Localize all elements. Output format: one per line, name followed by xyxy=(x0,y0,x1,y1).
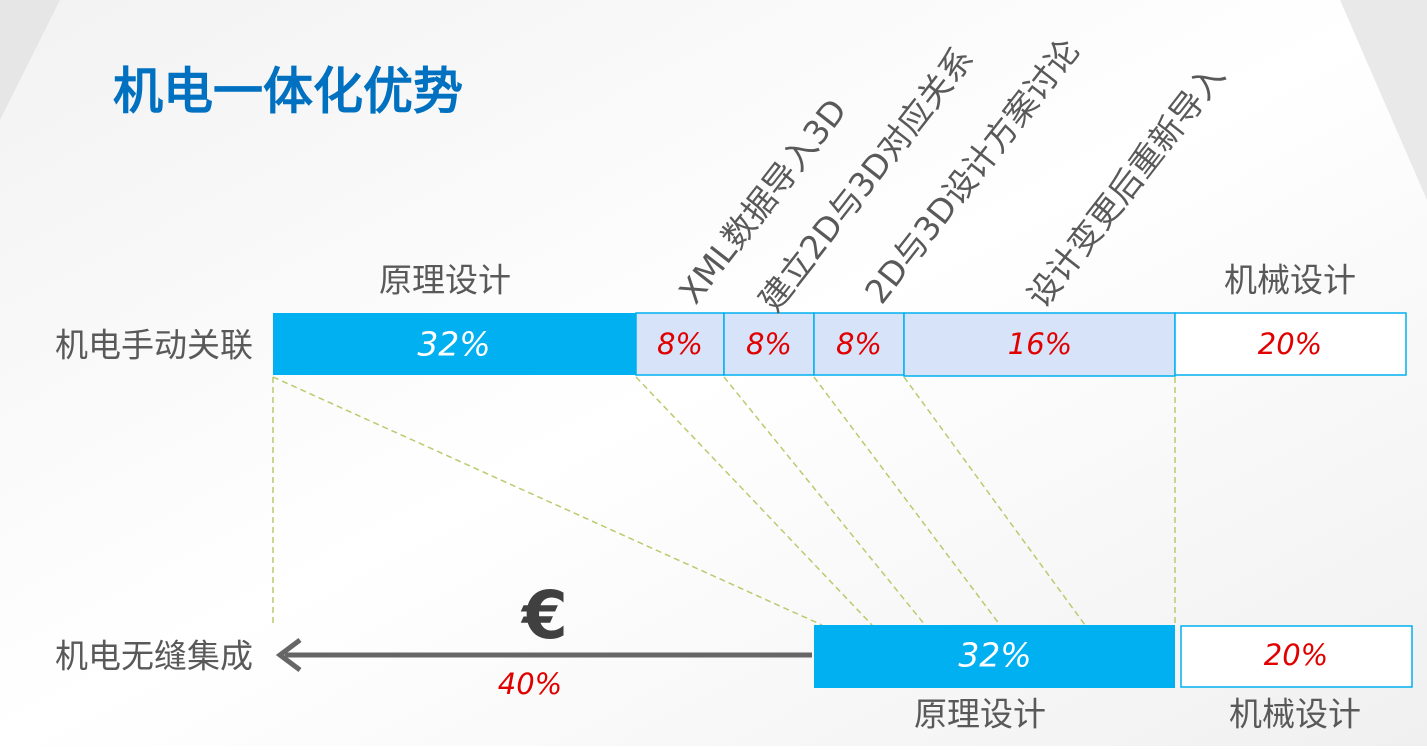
bg-stripe xyxy=(0,0,60,120)
segment-header: 机械设计 xyxy=(1224,261,1356,300)
segment-value: 32% xyxy=(958,636,1031,675)
segment-value: 32% xyxy=(417,325,490,364)
connector xyxy=(272,376,823,626)
segment xyxy=(1174,312,1407,376)
bg-stripe xyxy=(1340,0,1427,200)
segment-footer: 原理设计 xyxy=(914,695,1046,734)
segment-value: 8% xyxy=(746,327,792,361)
currency-symbol: € xyxy=(520,577,568,654)
connector xyxy=(635,376,873,626)
segment xyxy=(273,313,636,375)
segment xyxy=(903,312,1176,377)
row-label: 机电无缝集成 xyxy=(55,637,253,676)
segment xyxy=(813,312,905,376)
title: 机电一体化优势 xyxy=(113,63,463,121)
connector xyxy=(903,376,1086,626)
segment-value: 20% xyxy=(1258,327,1322,361)
connector xyxy=(813,376,1001,626)
arrow-head xyxy=(275,638,302,672)
segment-header: 原理设计 xyxy=(379,261,511,300)
segment-footer: 机械设计 xyxy=(1229,695,1361,734)
row-label: 机电手动关联 xyxy=(55,326,253,365)
segment xyxy=(814,625,1175,688)
segment xyxy=(1180,625,1413,688)
segment xyxy=(635,312,725,376)
saving-value: 40% xyxy=(498,667,562,701)
segment-value: 8% xyxy=(657,327,703,361)
segment-value: 16% xyxy=(1008,327,1072,361)
segment-value: 8% xyxy=(836,327,882,361)
connector xyxy=(723,376,926,626)
segment-value: 20% xyxy=(1264,638,1328,672)
